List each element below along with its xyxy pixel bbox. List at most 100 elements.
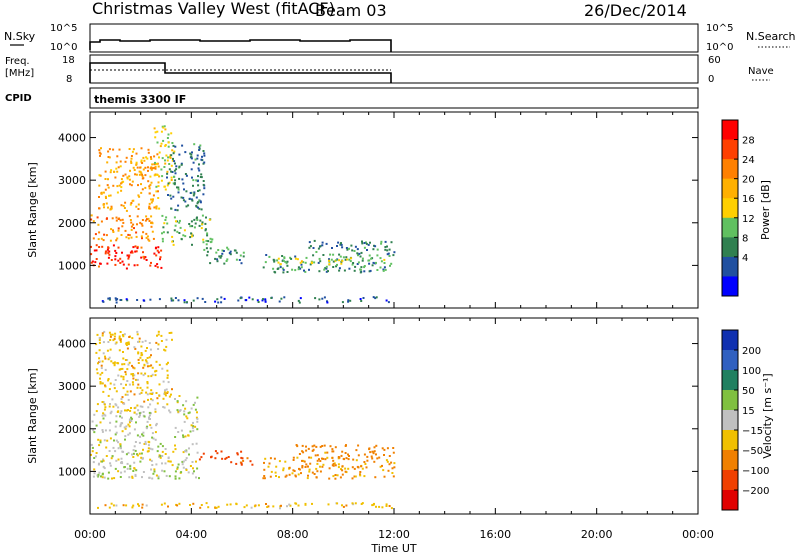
scatter-cell xyxy=(139,170,142,173)
scatter-cell xyxy=(313,444,316,447)
scatter-cell xyxy=(115,404,118,407)
scatter-cell xyxy=(325,265,328,268)
x-tick-label: 00:00 xyxy=(74,528,106,541)
scatter-cell xyxy=(236,453,239,456)
scatter-cell xyxy=(127,363,130,366)
scatter-cell xyxy=(135,161,138,164)
scatter-cell xyxy=(321,465,324,468)
scatter-cell xyxy=(120,204,123,207)
scatter-cell xyxy=(307,474,309,477)
scatter-cell xyxy=(136,386,139,389)
scatter-cell xyxy=(356,248,359,251)
scatter-cell xyxy=(343,269,346,272)
nsearch-tick-bottom: 10^0 xyxy=(706,42,733,53)
scatter-cell xyxy=(142,299,145,302)
scatter-cell xyxy=(131,364,133,367)
scatter-cell xyxy=(334,474,337,476)
scatter-cell xyxy=(140,372,143,375)
scatter-cell xyxy=(128,175,131,178)
scatter-cell xyxy=(368,448,371,451)
scatter-cell xyxy=(303,460,306,463)
scatter-cell xyxy=(198,147,201,150)
scatter-cell xyxy=(283,296,286,299)
scatter-cell xyxy=(94,455,97,458)
scatter-cell xyxy=(113,170,116,173)
scatter-cell xyxy=(392,475,395,478)
scatter-cell xyxy=(188,223,191,225)
scatter-cell xyxy=(226,246,229,249)
scatter-cell xyxy=(101,332,104,335)
scatter-cell xyxy=(353,250,356,252)
scatter-cell xyxy=(115,219,118,222)
scatter-cell xyxy=(102,390,105,393)
scatter-cell xyxy=(388,463,391,466)
y-tick-label: 2000 xyxy=(58,423,86,436)
scatter-cell xyxy=(95,351,98,354)
y-tick-label: 2000 xyxy=(58,217,86,230)
scatter-cell xyxy=(204,228,207,231)
scatter-cell xyxy=(162,126,165,129)
scatter-cell xyxy=(142,251,144,254)
scatter-cell xyxy=(128,476,131,479)
scatter-cell xyxy=(276,259,279,262)
scatter-cell xyxy=(182,466,185,469)
scatter-cell xyxy=(159,456,162,459)
scatter-cell xyxy=(188,411,191,414)
scatter-cell xyxy=(155,341,158,344)
scatter-cell xyxy=(388,455,391,457)
scatter-cell xyxy=(141,359,144,362)
scatter-cell xyxy=(142,471,145,473)
scatter-cell xyxy=(348,247,350,250)
scatter-cell xyxy=(95,368,98,371)
scatter-cell xyxy=(174,444,176,447)
beam-label: Beam 03 xyxy=(315,1,387,20)
scatter-cell xyxy=(146,357,149,359)
scatter-cell xyxy=(139,166,142,169)
scatter-cell xyxy=(101,401,104,403)
scatter-cell xyxy=(392,254,395,257)
scatter-cell xyxy=(386,460,389,463)
scatter-cell xyxy=(301,444,304,447)
scatter-cell xyxy=(163,185,166,188)
scatter-cell xyxy=(123,333,126,336)
scatter-cell xyxy=(173,160,176,163)
scatter-cell xyxy=(162,397,165,400)
scatter-cell xyxy=(150,261,152,264)
scatter-cell xyxy=(385,459,388,462)
scatter-cell xyxy=(202,150,205,152)
scatter-cell xyxy=(285,262,288,265)
scatter-cell xyxy=(110,457,113,460)
scatter-cell xyxy=(124,359,127,361)
scatter-cell xyxy=(154,370,157,373)
scatter-cell xyxy=(103,408,106,411)
scatter-cell xyxy=(141,224,144,227)
freq-label-line2: [MHz] xyxy=(5,68,34,79)
scatter-cell xyxy=(155,463,158,466)
scatter-cell xyxy=(143,400,146,403)
scatter-cell xyxy=(202,238,205,241)
scatter-cell xyxy=(128,254,131,257)
scatter-cell xyxy=(294,255,297,258)
scatter-cell xyxy=(157,445,160,448)
scatter-cell xyxy=(383,448,386,451)
velocity-scatter xyxy=(90,330,396,510)
scatter-cell xyxy=(177,191,180,194)
scatter-cell xyxy=(168,409,171,412)
scatter-cell xyxy=(171,159,174,162)
scatter-cell xyxy=(289,256,292,259)
scatter-cell xyxy=(243,506,246,509)
scatter-cell xyxy=(110,169,113,172)
scatter-cell xyxy=(275,465,278,468)
scatter-cell xyxy=(380,260,383,263)
scatter-cell xyxy=(328,259,330,262)
scatter-cell xyxy=(196,154,199,157)
scatter-cell xyxy=(264,300,267,303)
scatter-cell xyxy=(334,464,337,467)
scatter-cell xyxy=(109,171,112,174)
scatter-cell xyxy=(97,475,100,478)
scatter-cell xyxy=(281,255,284,257)
scatter-cell xyxy=(161,367,164,370)
scatter-cell xyxy=(373,460,376,463)
scatter-cell xyxy=(122,180,125,183)
scatter-cell xyxy=(178,165,181,168)
